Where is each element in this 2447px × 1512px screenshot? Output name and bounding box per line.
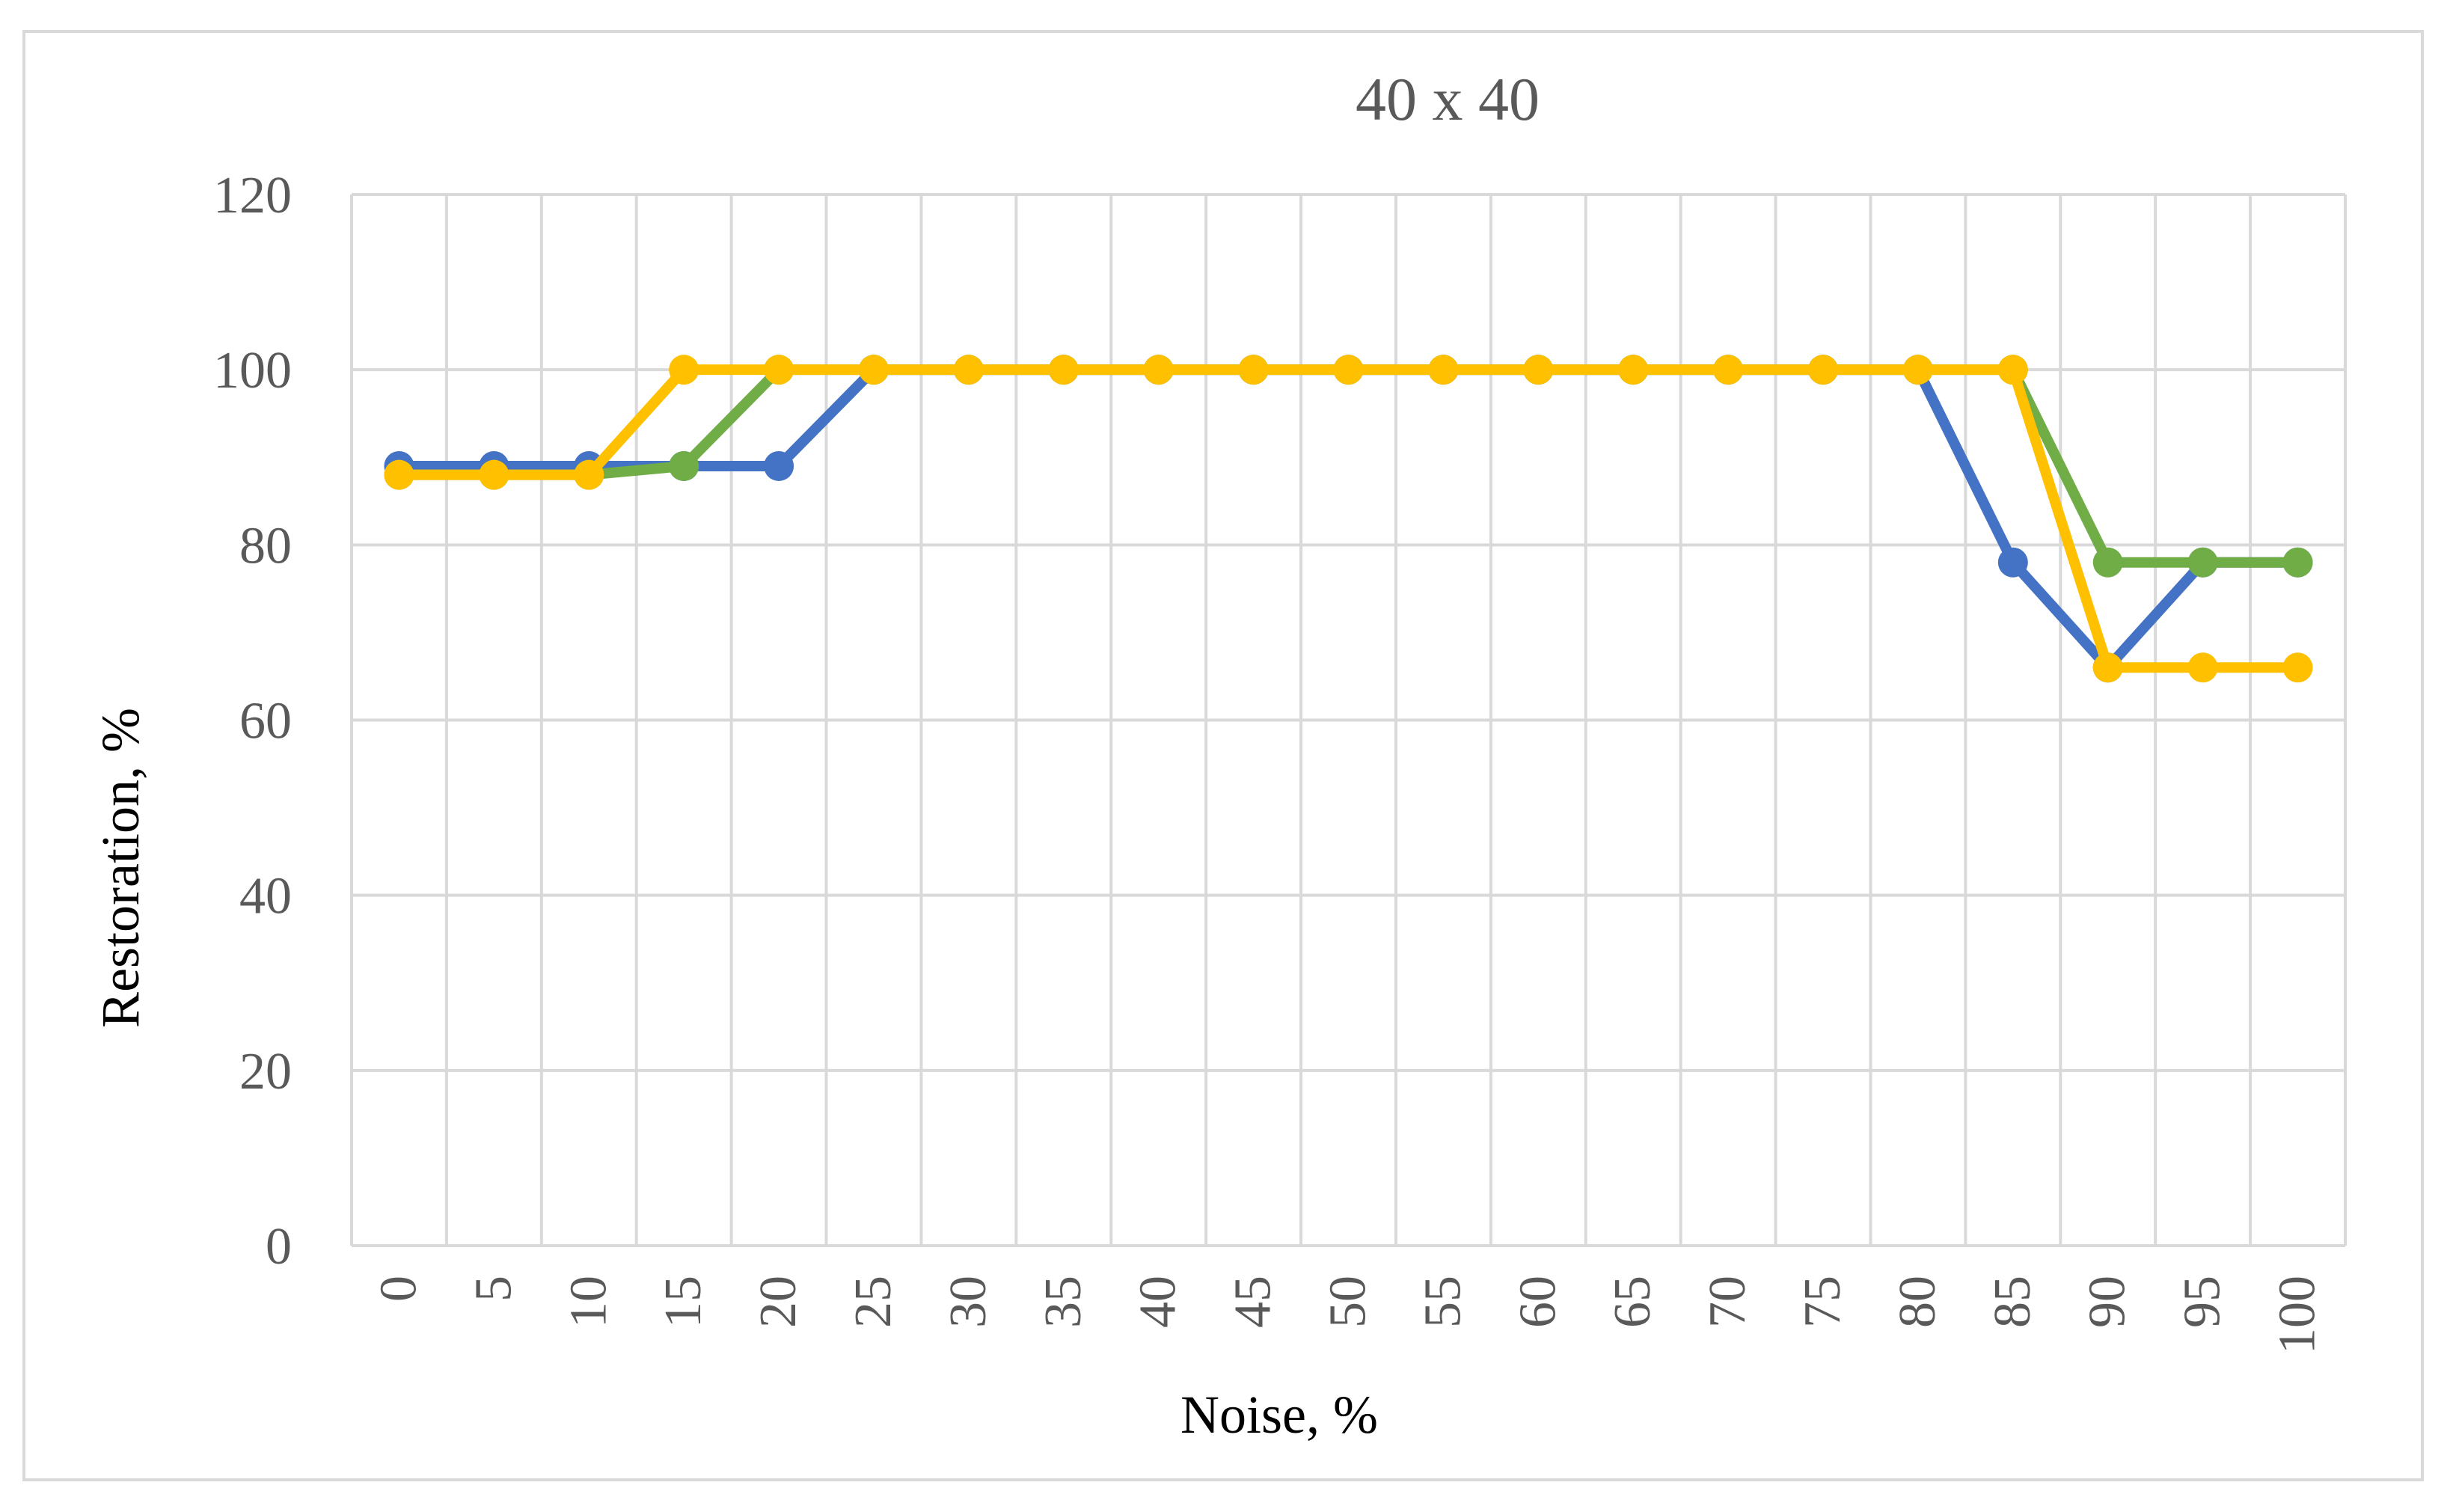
data-point bbox=[479, 459, 509, 490]
data-point bbox=[764, 450, 794, 481]
y-tick-label: 40 bbox=[239, 868, 292, 925]
data-point bbox=[669, 450, 699, 481]
data-point bbox=[858, 355, 889, 385]
grid bbox=[350, 193, 2347, 1247]
series-line bbox=[393, 364, 2303, 673]
x-tick-label: 55 bbox=[1414, 1276, 1471, 1328]
x-tick-label: 100 bbox=[2269, 1276, 2327, 1354]
data-point bbox=[764, 355, 794, 385]
data-point bbox=[1048, 355, 1079, 385]
data-point bbox=[1333, 355, 1364, 385]
x-tick-label: 0 bbox=[370, 1276, 427, 1302]
x-tick-label: 65 bbox=[1604, 1276, 1662, 1328]
x-tick-label: 35 bbox=[1035, 1276, 1092, 1328]
y-tick-label: 60 bbox=[239, 693, 292, 750]
data-point bbox=[2187, 547, 2218, 578]
x-axis-ticks: 0 5 10 15 20 25 30 35 40 45 50 55 60 65 70 75 80 85 90 95 10… bbox=[370, 1276, 2326, 1354]
x-tick-label: 85 bbox=[1984, 1276, 2042, 1328]
data-point bbox=[1997, 547, 2028, 578]
data-point bbox=[1997, 355, 2028, 385]
x-tick-label: 40 bbox=[1130, 1276, 1187, 1328]
chart-frame bbox=[22, 30, 2424, 1481]
x-tick-label: 30 bbox=[940, 1276, 997, 1328]
y-axis-title: Restoration, % bbox=[91, 708, 150, 1028]
x-tick-label: 5 bbox=[465, 1276, 522, 1302]
x-tick-label: 45 bbox=[1225, 1276, 1282, 1328]
data-point bbox=[1143, 355, 1174, 385]
data-point bbox=[953, 355, 984, 385]
y-axis-ticks: 0 20 40 60 80 100 120 bbox=[213, 167, 292, 1276]
data-point bbox=[2282, 547, 2313, 578]
data-point bbox=[574, 459, 604, 490]
data-point bbox=[2092, 652, 2123, 683]
data-point bbox=[1238, 355, 1269, 385]
data-point bbox=[1713, 355, 1744, 385]
y-tick-label: 80 bbox=[239, 517, 292, 575]
data-point bbox=[669, 355, 699, 385]
x-tick-label: 80 bbox=[1889, 1276, 1947, 1328]
data-point bbox=[2187, 652, 2218, 683]
series-layer bbox=[384, 355, 2313, 683]
data-point bbox=[1618, 355, 1649, 385]
x-tick-label: 25 bbox=[845, 1276, 902, 1328]
x-tick-label: 20 bbox=[750, 1276, 807, 1328]
chart-title: 40 x 40 bbox=[1356, 65, 1540, 133]
x-tick-label: 60 bbox=[1509, 1276, 1566, 1328]
data-point bbox=[384, 459, 414, 490]
y-tick-label: 120 bbox=[213, 167, 292, 224]
x-tick-label: 15 bbox=[655, 1276, 712, 1328]
x-tick-label: 95 bbox=[2174, 1276, 2232, 1328]
data-point bbox=[2092, 547, 2123, 578]
x-tick-label: 90 bbox=[2079, 1276, 2137, 1328]
y-tick-label: 100 bbox=[213, 342, 292, 400]
x-tick-label: 50 bbox=[1320, 1276, 1377, 1328]
series-3 bbox=[384, 355, 2313, 683]
x-tick-label: 70 bbox=[1699, 1276, 1757, 1328]
data-point bbox=[1428, 355, 1459, 385]
y-tick-label: 20 bbox=[239, 1043, 292, 1101]
series-line bbox=[393, 364, 2303, 673]
data-point bbox=[1523, 355, 1554, 385]
data-point bbox=[1808, 355, 1839, 385]
x-axis-title: Noise, % bbox=[1180, 1385, 1378, 1445]
x-tick-label: 10 bbox=[560, 1276, 617, 1328]
data-point bbox=[1902, 355, 1933, 385]
data-point bbox=[2282, 652, 2313, 683]
y-tick-label: 0 bbox=[266, 1218, 292, 1276]
x-tick-label: 75 bbox=[1794, 1276, 1852, 1328]
